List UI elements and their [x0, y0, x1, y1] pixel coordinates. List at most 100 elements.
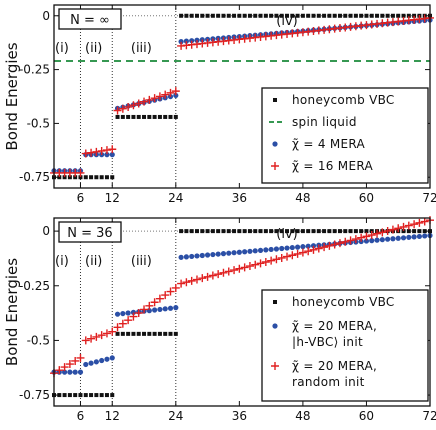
- circle-data-point: [210, 251, 216, 258]
- circle-data-point: [93, 359, 99, 365]
- square-data-point: [369, 13, 374, 18]
- circle-data-point: [109, 355, 115, 361]
- square-data-point: [417, 229, 422, 234]
- square-data-point: [226, 13, 231, 18]
- square-data-point: [348, 13, 353, 18]
- square-data-point: [295, 229, 300, 234]
- square-data-point: [263, 229, 268, 234]
- square-data-point: [380, 13, 385, 18]
- square-data-point: [194, 229, 199, 234]
- series-2: [50, 216, 434, 378]
- plus-data-point: [108, 145, 117, 154]
- plus-data-point: [240, 263, 249, 272]
- plus-data-point: [208, 271, 217, 280]
- legend-square-swatch: [273, 300, 277, 304]
- circle-data-point: [390, 236, 396, 242]
- plus-data-point: [420, 217, 429, 226]
- square-data-point: [290, 229, 295, 234]
- plus-data-point: [251, 260, 260, 269]
- square-data-point: [126, 331, 131, 336]
- plus-data-point: [113, 106, 122, 115]
- square-data-point: [115, 114, 120, 119]
- square-data-point: [194, 13, 199, 18]
- plus-data-point: [166, 287, 175, 296]
- square-data-point: [136, 331, 141, 336]
- plus-data-point: [261, 258, 270, 266]
- plus-data-point: [394, 224, 403, 233]
- circle-data-point: [162, 306, 168, 312]
- square-data-point: [343, 229, 348, 234]
- square-data-point: [179, 13, 184, 18]
- plus-data-point: [362, 232, 371, 241]
- square-data-point: [274, 229, 279, 234]
- plus-data-point: [177, 279, 186, 288]
- square-data-point: [274, 13, 279, 18]
- plus-data-point: [351, 235, 360, 244]
- circle-data-point: [88, 360, 94, 366]
- plus-data-point: [245, 262, 254, 271]
- x-tick-label: 36: [232, 191, 247, 205]
- plus-data-point: [230, 266, 239, 275]
- square-data-point: [253, 229, 258, 234]
- plus-data-point: [399, 222, 408, 231]
- plus-data-point: [367, 231, 376, 240]
- plus-data-point: [192, 275, 201, 284]
- square-data-point: [205, 13, 210, 18]
- legend-box: [261, 87, 429, 184]
- plus-data-point: [134, 99, 143, 108]
- y-axis-label: Bond Energies: [3, 42, 21, 150]
- plus-data-point: [298, 248, 307, 257]
- square-data-point: [285, 13, 290, 18]
- square-data-point: [184, 13, 189, 18]
- square-data-point: [295, 13, 300, 18]
- square-data-point: [422, 229, 427, 234]
- panel-label: N = 36: [67, 226, 112, 241]
- circle-data-point: [411, 234, 417, 240]
- square-data-point: [179, 229, 184, 234]
- circle-data-point: [400, 235, 407, 241]
- x-tick-label: 12: [105, 409, 120, 423]
- square-data-point: [406, 13, 411, 18]
- circle-data-point: [236, 249, 242, 255]
- legend-label: random init: [292, 375, 365, 389]
- circle-data-point: [231, 250, 237, 256]
- circle-data-point: [194, 253, 200, 259]
- legend-label: χ̃ = 16 MERA: [292, 159, 373, 173]
- square-data-point: [258, 229, 263, 234]
- y-tick-label: 0: [42, 224, 50, 238]
- plus-data-point: [203, 272, 212, 281]
- square-data-point: [232, 13, 237, 18]
- plus-data-point: [124, 102, 133, 111]
- square-data-point: [173, 114, 178, 119]
- square-data-point: [279, 13, 284, 18]
- region-label: (iii): [131, 254, 152, 269]
- circle-data-point: [199, 252, 205, 259]
- square-data-point: [115, 331, 120, 336]
- square-data-point: [401, 13, 406, 18]
- plus-data-point: [404, 221, 413, 230]
- legend-box: [261, 289, 429, 402]
- square-data-point: [359, 13, 364, 18]
- square-data-point: [173, 331, 178, 336]
- square-data-point: [364, 13, 369, 18]
- plus-data-point: [161, 291, 170, 300]
- square-data-point: [364, 229, 369, 234]
- plus-data-point: [388, 225, 397, 234]
- circle-data-point: [363, 238, 370, 244]
- circle-data-point: [104, 152, 110, 158]
- square-data-point: [300, 13, 305, 18]
- x-tick-label: 6: [77, 191, 85, 205]
- square-data-point: [242, 13, 247, 18]
- circle-data-point: [242, 249, 248, 255]
- plus-data-point: [309, 245, 318, 254]
- y-tick-label: -0.25: [19, 279, 50, 293]
- plus-data-point: [198, 274, 207, 283]
- circle-data-point: [257, 247, 264, 253]
- square-data-point: [258, 13, 263, 18]
- square-data-point: [247, 229, 252, 234]
- square-data-point: [168, 331, 173, 336]
- square-data-point: [120, 114, 125, 119]
- legend-label: χ̃ = 20 MERA,: [292, 359, 377, 373]
- circle-data-point: [178, 254, 184, 260]
- circle-data-point: [273, 246, 280, 252]
